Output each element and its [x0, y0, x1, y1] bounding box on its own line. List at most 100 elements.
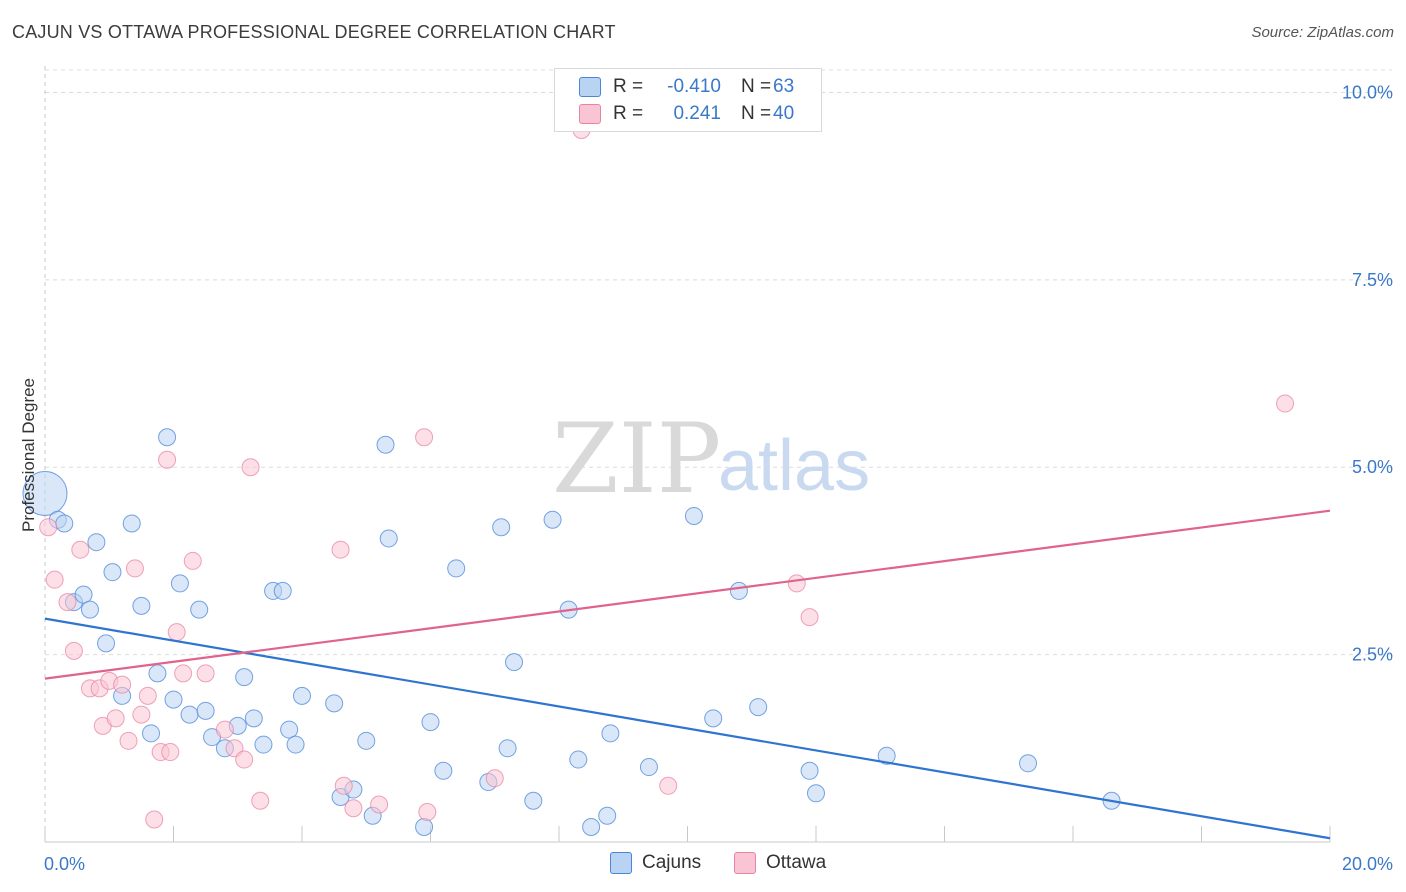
point-ottawa [787, 574, 806, 593]
point-ottawa [167, 623, 186, 642]
bottom-legend-label-cajuns: Cajuns [642, 852, 702, 873]
x-tick-label: 20.0% [1342, 854, 1393, 874]
legend: R = -0.410 N = 63 R = 0.241 N = 40 [554, 68, 822, 132]
point-ottawa [334, 776, 353, 795]
watermark: ZIP atlas [552, 403, 870, 515]
bottom-legend-cajuns: Cajuns [610, 852, 701, 874]
point-cajuns [524, 791, 543, 810]
legend-row-cajuns: R = -0.410 N = 63 [579, 75, 794, 99]
point-ottawa [132, 705, 151, 724]
point-cajuns [601, 724, 620, 743]
point-cajuns [582, 818, 601, 837]
point-cajuns [190, 600, 209, 619]
legend-r-value: 0.241 [673, 103, 721, 124]
legend-swatch-cajuns [579, 77, 601, 97]
point-ottawa [113, 675, 132, 694]
point-cajuns [569, 750, 588, 769]
point-cajuns [196, 701, 215, 720]
point-cajuns [122, 514, 141, 533]
point-ottawa [235, 750, 254, 769]
point-ottawa [344, 799, 363, 818]
point-cajuns [543, 510, 562, 529]
point-ottawa [71, 540, 90, 559]
point-cajuns [807, 784, 825, 803]
point-ottawa [241, 458, 260, 477]
point-cajuns [273, 581, 292, 600]
bottom-legend-label-ottawa: Ottawa [766, 852, 827, 873]
legend-swatch-ottawa [579, 104, 601, 124]
point-cajuns [598, 806, 617, 825]
point-cajuns [293, 686, 311, 705]
point-cajuns [800, 761, 819, 780]
point-cajuns [286, 735, 305, 754]
legend-n-label: N = [741, 76, 772, 97]
point-ottawa [251, 791, 270, 810]
point-cajuns [142, 724, 161, 743]
point-ottawa [215, 720, 234, 739]
trend-line-cajuns [44, 617, 1331, 840]
point-cajuns [357, 731, 376, 750]
legend-r-label: R = [613, 76, 644, 97]
point-ottawa [119, 731, 138, 750]
point-ottawa [174, 664, 193, 683]
point-cajuns [1019, 754, 1038, 773]
y-tick-label: 5.0% [1352, 457, 1393, 477]
point-ottawa [1276, 394, 1295, 413]
legend-n-value: 63 [773, 76, 795, 97]
point-cajuns [639, 758, 658, 777]
point-ottawa [39, 518, 58, 537]
point-cajuns [505, 653, 524, 672]
point-cajuns [97, 634, 116, 653]
point-ottawa [418, 803, 437, 822]
point-cajuns [434, 761, 453, 780]
point-cajuns [729, 581, 748, 600]
point-cajuns [170, 574, 189, 593]
point-ottawa [485, 769, 504, 788]
y-tick-label: 2.5% [1352, 645, 1393, 665]
data-points [22, 120, 1295, 837]
y-tick-label: 10.0% [1342, 82, 1393, 102]
point-ottawa [64, 641, 83, 660]
trend-lines [44, 509, 1331, 840]
source-label: Source: ZipAtlas.com [1251, 24, 1394, 41]
point-ottawa [196, 664, 215, 683]
legend-n-label: N = [741, 103, 772, 124]
legend-r-value: -0.410 [667, 76, 721, 97]
point-ottawa [659, 776, 678, 795]
point-cajuns [55, 514, 74, 533]
point-ottawa [145, 810, 164, 829]
point-ottawa [800, 608, 819, 627]
y-axis-label: Professional Degree [19, 378, 38, 532]
point-cajuns [180, 705, 199, 724]
point-cajuns [447, 559, 466, 578]
point-ottawa [161, 743, 180, 762]
bottom-legend-ottawa: Ottawa [734, 852, 826, 874]
point-ottawa [158, 450, 177, 469]
point-ottawa [58, 593, 77, 612]
point-ottawa [125, 559, 144, 578]
point-cajuns [749, 698, 768, 717]
legend-r-label: R = [613, 103, 644, 124]
point-cajuns [148, 664, 167, 683]
bottom-legend-swatch-cajuns [610, 852, 632, 874]
point-cajuns [492, 518, 511, 537]
legend-n-value: 40 [773, 103, 795, 124]
point-ottawa [183, 551, 202, 570]
point-cajuns [379, 529, 398, 548]
point-cajuns [244, 709, 263, 728]
point-cajuns [877, 746, 896, 765]
x-tick-label: 0.0% [44, 854, 85, 874]
grid-lines [45, 69, 1392, 656]
point-cajuns [421, 713, 440, 732]
axes [44, 66, 1331, 843]
point-cajuns [498, 739, 517, 758]
point-cajuns [415, 818, 434, 837]
point-cajuns [376, 435, 395, 454]
legend-row-ottawa: R = 0.241 N = 40 [579, 102, 794, 126]
watermark-atlas: atlas [718, 426, 870, 506]
point-ottawa [106, 709, 125, 728]
bottom-legend-swatch-ottawa [734, 852, 756, 874]
point-cajuns [74, 585, 93, 604]
point-cajuns [704, 709, 723, 728]
point-cajuns [280, 720, 299, 739]
